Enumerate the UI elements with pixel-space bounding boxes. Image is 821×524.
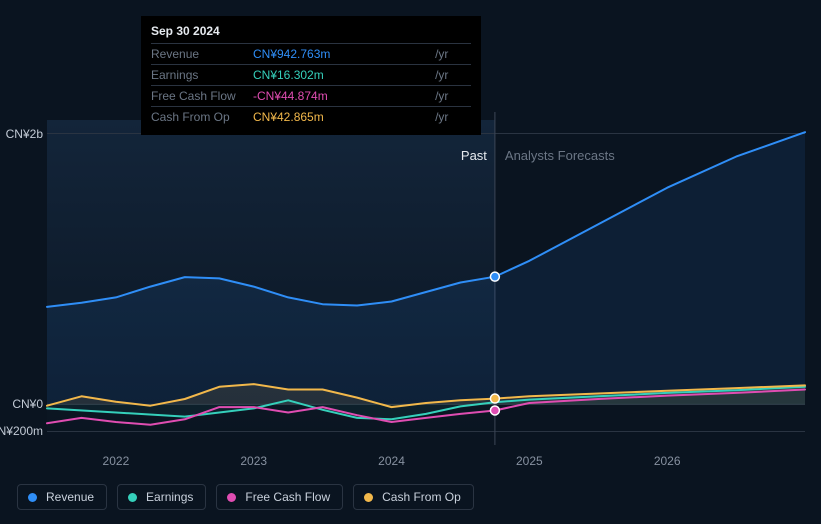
forecast-label: Analysts Forecasts bbox=[505, 148, 615, 163]
past-label: Past bbox=[461, 148, 487, 163]
legend-dot-icon bbox=[128, 493, 137, 502]
x-tick-label: 2025 bbox=[516, 454, 543, 468]
legend-item-cfo[interactable]: Cash From Op bbox=[353, 484, 474, 510]
x-tick-label: 2024 bbox=[378, 454, 405, 468]
tooltip-unit: /yr bbox=[431, 86, 471, 107]
tooltip-row: RevenueCN¥942.763m/yr bbox=[151, 44, 471, 65]
x-tick-label: 2022 bbox=[103, 454, 130, 468]
legend-label: Revenue bbox=[46, 490, 94, 504]
x-tick-label: 2026 bbox=[654, 454, 681, 468]
legend-dot-icon bbox=[28, 493, 37, 502]
legend-label: Earnings bbox=[146, 490, 193, 504]
y-tick-label: CN¥2b bbox=[6, 127, 43, 141]
legend-label: Free Cash Flow bbox=[245, 490, 330, 504]
legend-item-revenue[interactable]: Revenue bbox=[17, 484, 107, 510]
tooltip-metric-label: Cash From Op bbox=[151, 107, 253, 128]
tooltip-row: EarningsCN¥16.302m/yr bbox=[151, 65, 471, 86]
tooltip-unit: /yr bbox=[431, 44, 471, 65]
chart-tooltip: Sep 30 2024 RevenueCN¥942.763m/yrEarning… bbox=[141, 16, 481, 135]
y-tick-label: -CN¥200m bbox=[0, 424, 43, 438]
legend-item-earnings[interactable]: Earnings bbox=[117, 484, 206, 510]
tooltip-metric-value: -CN¥44.874m bbox=[253, 86, 431, 107]
tooltip-row: Cash From OpCN¥42.865m/yr bbox=[151, 107, 471, 128]
y-tick-label: CN¥0 bbox=[12, 397, 43, 411]
tooltip-title: Sep 30 2024 bbox=[151, 22, 471, 43]
tooltip-unit: /yr bbox=[431, 107, 471, 128]
legend-dot-icon bbox=[227, 493, 236, 502]
tooltip-row: Free Cash Flow-CN¥44.874m/yr bbox=[151, 86, 471, 107]
legend-dot-icon bbox=[364, 493, 373, 502]
tooltip-metric-value: CN¥42.865m bbox=[253, 107, 431, 128]
chart-legend: Revenue Earnings Free Cash Flow Cash From O… bbox=[17, 484, 474, 510]
tooltip-metric-value: CN¥16.302m bbox=[253, 65, 431, 86]
legend-label: Cash From Op bbox=[382, 490, 461, 504]
tooltip-metric-value: CN¥942.763m bbox=[253, 44, 431, 65]
x-tick-label: 2023 bbox=[240, 454, 267, 468]
tooltip-metric-label: Earnings bbox=[151, 65, 253, 86]
tooltip-unit: /yr bbox=[431, 65, 471, 86]
tooltip-metric-label: Revenue bbox=[151, 44, 253, 65]
tooltip-metric-label: Free Cash Flow bbox=[151, 86, 253, 107]
legend-item-fcf[interactable]: Free Cash Flow bbox=[216, 484, 343, 510]
